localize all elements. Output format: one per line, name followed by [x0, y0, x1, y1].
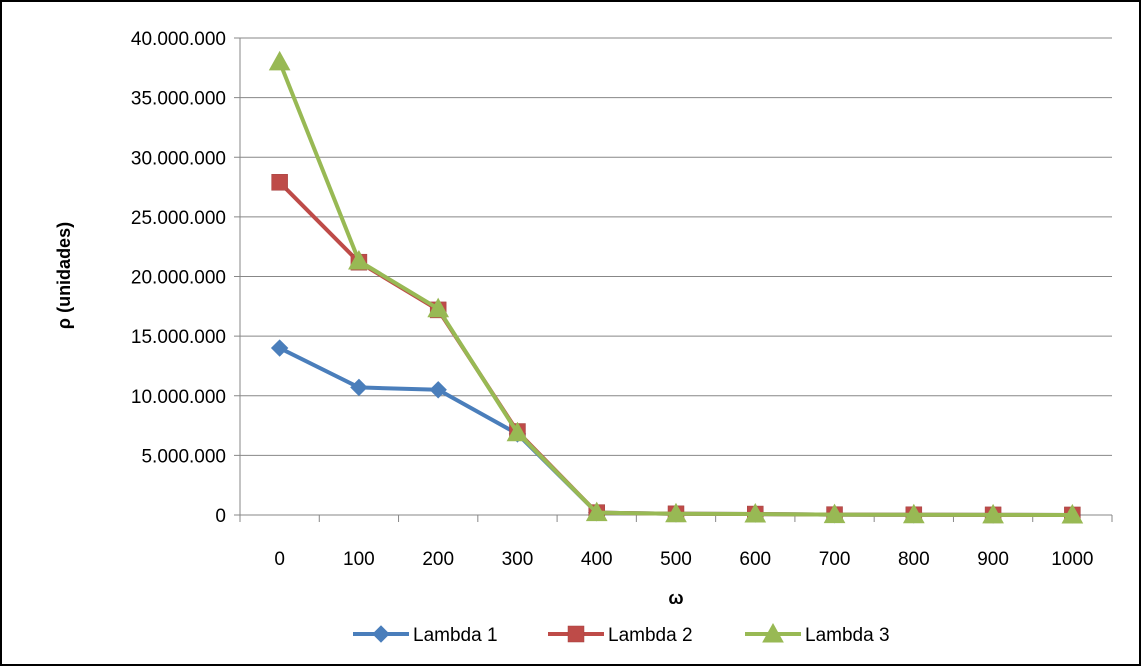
y-tick-label: 40.000.000 — [131, 29, 226, 50]
y-tick-label: 35.000.000 — [131, 89, 226, 110]
legend-item: Lambda 1 — [353, 625, 498, 646]
legend-marker — [567, 625, 585, 643]
x-tick-label: 0 — [274, 549, 285, 570]
data-point — [744, 503, 767, 523]
legend-item: Lambda 3 — [745, 622, 890, 646]
data-point — [665, 502, 687, 523]
y-tick-label: 0 — [215, 506, 226, 527]
x-tick-label: 100 — [343, 549, 375, 570]
data-point — [823, 503, 846, 524]
y-tick-label: 25.000.000 — [131, 208, 226, 229]
y-tick-label: 5.000.000 — [141, 446, 226, 467]
series-lambda-2 — [271, 174, 1081, 524]
data-point — [270, 339, 289, 357]
data-point — [271, 174, 288, 191]
x-tick-label: 500 — [660, 549, 692, 570]
x-tick-label: 900 — [977, 549, 1009, 570]
series-lambda-1 — [270, 339, 1082, 524]
y-tick-label: 10.000.000 — [131, 387, 226, 408]
data-point — [427, 297, 450, 318]
legend-label: Lambda 2 — [608, 625, 693, 646]
series-line — [278, 180, 1073, 517]
legend-label: Lambda 3 — [805, 625, 890, 646]
data-point — [982, 503, 1004, 524]
y-tick-label: 20.000.000 — [131, 268, 226, 289]
series-lambda-3 — [268, 50, 1084, 524]
x-tick-label: 700 — [819, 549, 851, 570]
legend-marker — [372, 625, 390, 643]
x-tick-label: 800 — [898, 549, 930, 570]
x-tick-label: 400 — [581, 549, 613, 570]
series-line — [278, 346, 1073, 517]
series-line — [277, 61, 1073, 517]
legend-item: Lambda 2 — [548, 625, 693, 646]
x-tick-label: 1000 — [1051, 549, 1093, 570]
x-axis-title: ω — [668, 588, 683, 608]
data-point — [902, 503, 925, 524]
data-point — [348, 249, 370, 270]
legend-label: Lambda 1 — [413, 625, 498, 646]
legend-marker — [762, 622, 784, 643]
y-axis-title: ρ (unidades) — [54, 222, 74, 329]
data-point — [429, 381, 447, 399]
data-point — [350, 378, 368, 397]
x-tick-label: 300 — [502, 549, 534, 570]
x-tick-label: 600 — [739, 549, 771, 570]
data-point — [268, 50, 291, 71]
data-point — [585, 501, 608, 522]
y-tick-label: 30.000.000 — [131, 148, 226, 169]
data-point — [1061, 503, 1084, 524]
y-tick-label: 15.000.000 — [131, 327, 226, 348]
x-tick-label: 200 — [422, 549, 454, 570]
data-point — [506, 421, 529, 442]
